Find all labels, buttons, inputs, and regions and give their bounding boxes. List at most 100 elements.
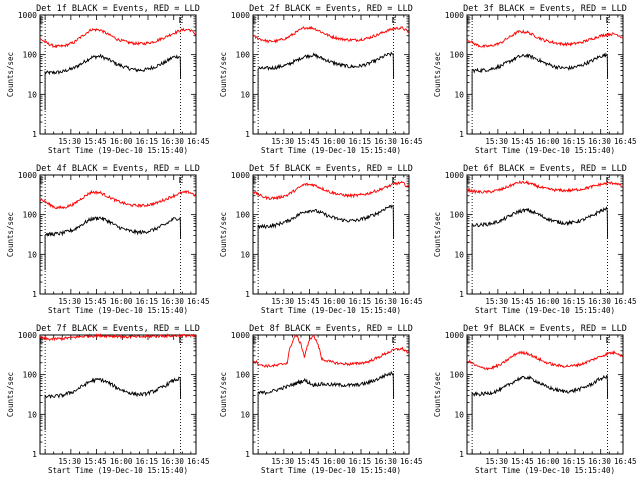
x-axis-label: Start Time (19-Dec-10 15:15:40): [48, 146, 188, 155]
chart-panel-3: Det 3f BLACK = Events, RED = LLD 1 10 100 10…: [433, 4, 637, 155]
x-tick-label: 16:45: [187, 457, 210, 466]
x-tick-label: 16:30: [161, 297, 184, 306]
x-tick-label: 16:00: [537, 457, 560, 466]
y-axis-label: Counts/sec: [219, 52, 228, 97]
events-series-line: [44, 53, 182, 111]
lld-series-line: [39, 27, 196, 49]
lld-series-line: [252, 25, 409, 44]
corner-mark-e: E: [606, 16, 611, 25]
y-tick-label: 100: [236, 371, 251, 380]
y-axis-label: Counts/sec: [6, 212, 15, 257]
y-tick-label: 10: [454, 410, 464, 419]
x-tick-label: 16:30: [588, 457, 611, 466]
chart-title: Det 6f BLACK = Events, RED = LLD: [463, 164, 627, 174]
plot-frame: [466, 174, 624, 295]
x-tick-label: 16:30: [588, 137, 611, 146]
y-tick-label: 1: [245, 290, 250, 299]
chart-panel-7: Det 7f BLACK = Events, RED = LLD 1 10 100 10…: [6, 324, 210, 475]
x-tick-label: 15:45: [511, 457, 534, 466]
events-series-line: [471, 52, 609, 111]
plot-frame: [252, 334, 410, 455]
x-tick-label: 16:15: [136, 137, 159, 146]
x-tick-label: 16:30: [588, 297, 611, 306]
corner-mark-e: E: [179, 336, 184, 345]
chart-title: Det 5f BLACK = Events, RED = LLD: [249, 164, 413, 174]
corner-mark-e: E: [466, 336, 471, 345]
lld-series-line: [466, 180, 623, 195]
y-axis-label: Counts/sec: [219, 212, 228, 257]
x-tick-label: 16:15: [349, 457, 372, 466]
corner-mark-e: E: [392, 176, 397, 185]
y-axis-label: Counts/sec: [433, 212, 442, 257]
x-tick-label: 16:30: [374, 137, 397, 146]
x-tick-label: 16:00: [537, 297, 560, 306]
y-axis-label: Counts/sec: [433, 372, 442, 417]
events-series-line: [44, 376, 182, 431]
corner-mark-e: E: [606, 336, 611, 345]
x-tick-label: 15:30: [271, 137, 294, 146]
x-axis-label: Start Time (19-Dec-10 15:15:40): [48, 306, 188, 315]
x-tick-label: 15:45: [84, 297, 107, 306]
x-tick-label: 15:30: [271, 297, 294, 306]
y-tick-label: 1000: [445, 171, 464, 180]
x-tick-label: 16:30: [374, 457, 397, 466]
corner-mark-e: E: [252, 176, 257, 185]
plot-frame: [39, 14, 197, 135]
y-tick-label: 1000: [231, 331, 250, 340]
y-tick-label: 10: [27, 250, 37, 259]
lld-series-line: [39, 189, 197, 210]
x-tick-label: 16:45: [400, 297, 423, 306]
chart-title: Det 3f BLACK = Events, RED = LLD: [463, 4, 627, 14]
x-axis-label: Start Time (19-Dec-10 15:15:40): [475, 466, 615, 475]
y-tick-label: 1: [245, 450, 250, 459]
chart-title: Det 1f BLACK = Events, RED = LLD: [36, 4, 200, 14]
y-axis-label: Counts/sec: [6, 372, 15, 417]
y-tick-label: 10: [27, 410, 37, 419]
corner-mark-e: E: [392, 16, 397, 25]
plot-frame: [466, 334, 624, 455]
x-tick-label: 16:00: [537, 137, 560, 146]
y-tick-label: 100: [23, 211, 38, 220]
lld-series-line: [466, 350, 623, 371]
y-tick-label: 1: [459, 450, 464, 459]
y-tick-label: 1000: [18, 331, 37, 340]
y-tick-label: 100: [450, 211, 465, 220]
events-series-line: [44, 216, 182, 271]
x-tick-label: 16:00: [110, 297, 133, 306]
plot-frame: [252, 14, 410, 135]
y-tick-label: 10: [454, 90, 464, 99]
x-axis-label: Start Time (19-Dec-10 15:15:40): [261, 146, 401, 155]
x-tick-label: 16:15: [136, 457, 159, 466]
x-tick-label: 15:30: [58, 137, 81, 146]
x-tick-label: 16:30: [161, 457, 184, 466]
chart-panel-1: Det 1f BLACK = Events, RED = LLD 1 10 100 10…: [6, 4, 210, 155]
chart-panel-5: Det 5f BLACK = Events, RED = LLD 1 10 100 10…: [219, 164, 423, 315]
x-tick-label: 16:45: [187, 137, 210, 146]
x-tick-label: 16:45: [187, 297, 210, 306]
lld-series-line: [39, 332, 197, 342]
y-tick-label: 10: [27, 90, 37, 99]
y-tick-label: 1: [459, 290, 464, 299]
events-series-line: [471, 374, 609, 431]
corner-mark-e: E: [39, 176, 44, 185]
x-tick-label: 16:00: [110, 137, 133, 146]
events-series-line: [471, 206, 609, 271]
chart-panel-6: Det 6f BLACK = Events, RED = LLD 1 10 100 10…: [433, 164, 637, 315]
x-tick-label: 16:15: [349, 297, 372, 306]
y-tick-label: 100: [236, 211, 251, 220]
x-tick-label: 16:15: [136, 297, 159, 306]
y-tick-label: 100: [450, 371, 465, 380]
x-tick-label: 16:00: [323, 457, 346, 466]
y-tick-label: 1: [459, 130, 464, 139]
y-tick-label: 1: [245, 130, 250, 139]
plot-frame: [39, 174, 197, 295]
x-tick-label: 16:00: [110, 457, 133, 466]
chart-title: Det 4f BLACK = Events, RED = LLD: [36, 164, 200, 174]
x-tick-label: 16:15: [563, 137, 586, 146]
x-tick-label: 16:00: [323, 297, 346, 306]
x-tick-label: 16:30: [374, 297, 397, 306]
x-tick-label: 15:45: [84, 137, 107, 146]
lld-series-line: [466, 29, 623, 49]
